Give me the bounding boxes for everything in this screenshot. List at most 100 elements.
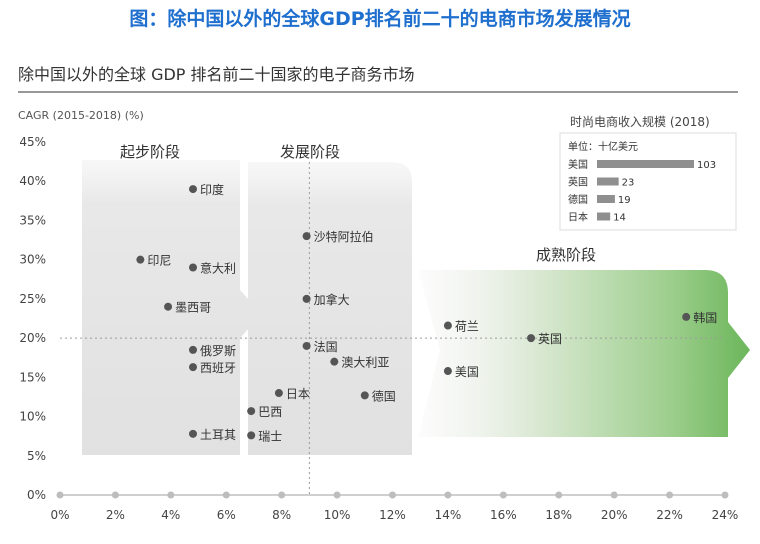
data-point: 美国 — [443, 365, 479, 379]
inset-bar-value: 23 — [622, 178, 635, 189]
y-tick-label: 35% — [19, 213, 46, 227]
data-point: 韩国 — [682, 310, 717, 325]
inset-bar-row: 德国 19 — [568, 193, 631, 206]
stage-label-mature: 成熟阶段 — [536, 246, 596, 264]
x-tick-label: 12% — [379, 508, 406, 522]
point-label: 美国 — [455, 365, 479, 379]
inset-bar-row: 美国 103 — [568, 158, 716, 171]
inset-unit: 单位：十亿美元 — [568, 140, 638, 153]
data-point: 意大利 — [189, 261, 236, 276]
stage-label-start: 起步阶段 — [120, 143, 180, 161]
point-marker — [302, 232, 311, 241]
point-marker — [189, 263, 197, 272]
point-marker — [330, 357, 339, 366]
y-tick-label: 45% — [19, 135, 46, 149]
data-point: 日本 — [274, 387, 310, 401]
data-point: 印度 — [189, 182, 224, 197]
data-point: 印尼 — [136, 254, 171, 268]
data-point: 西班牙 — [189, 361, 236, 375]
y-tick-label: 5% — [27, 449, 46, 463]
y-axis-label: CAGR (2015-2018) (%) — [18, 109, 144, 122]
x-tick-label: 8% — [272, 508, 291, 522]
inset-bar-value: 14 — [613, 213, 626, 224]
x-tick-mark — [499, 491, 507, 499]
data-point: 英国 — [527, 332, 562, 346]
inset-bar-label: 英国 — [568, 176, 588, 189]
y-tick-label: 15% — [19, 370, 46, 384]
inset-bar — [597, 195, 615, 203]
inset-bar-label: 日本 — [568, 211, 588, 224]
x-tick-label: 6% — [217, 508, 236, 522]
data-point: 德国 — [360, 388, 396, 403]
inset-title: 时尚电商收入规模 (2018) — [570, 114, 710, 129]
inset-bar-label: 德国 — [568, 193, 588, 206]
point-label: 意大利 — [200, 261, 236, 276]
x-tick-mark — [222, 491, 230, 499]
x-tick-label: 14% — [435, 508, 462, 522]
point-label: 土耳其 — [200, 428, 236, 442]
data-point: 俄罗斯 — [189, 344, 236, 358]
y-tick-label: 25% — [19, 292, 46, 306]
data-point: 荷兰 — [443, 320, 479, 334]
y-tick-label: 40% — [19, 174, 46, 188]
y-tick-label: 20% — [19, 331, 46, 345]
point-marker — [274, 389, 283, 398]
x-tick-label: 24% — [712, 508, 739, 522]
point-label: 德国 — [372, 388, 396, 403]
x-tick-label: 22% — [656, 508, 683, 522]
point-marker — [247, 407, 256, 416]
inset-bar — [597, 212, 611, 221]
point-marker — [189, 185, 197, 194]
point-label: 加拿大 — [314, 292, 350, 307]
point-marker — [189, 429, 197, 438]
point-marker — [136, 255, 145, 264]
x-tick-mark — [555, 491, 563, 499]
inset-bar-label: 美国 — [568, 158, 588, 171]
x-tick-mark — [111, 491, 119, 499]
x-tick-label: 18% — [545, 508, 572, 522]
data-point: 巴西 — [247, 405, 282, 419]
point-label: 俄罗斯 — [200, 344, 236, 358]
inset-bar — [597, 160, 694, 168]
point-label: 韩国 — [693, 310, 717, 325]
point-label: 日本 — [286, 387, 310, 401]
point-marker — [682, 312, 691, 321]
point-marker — [302, 294, 311, 303]
point-label: 英国 — [538, 332, 562, 346]
point-marker — [189, 345, 197, 354]
point-label: 沙特阿拉伯 — [314, 229, 374, 244]
x-tick-label: 0% — [50, 508, 69, 522]
x-tick-label: 2% — [106, 508, 125, 522]
point-marker — [164, 302, 173, 311]
y-tick-label: 0% — [27, 488, 46, 502]
point-label: 澳大利亚 — [341, 356, 389, 370]
point-marker — [247, 431, 256, 440]
inset-bar-value: 19 — [618, 195, 631, 206]
x-tick-mark — [278, 491, 286, 499]
x-tick-label: 4% — [161, 508, 180, 522]
inset-bar-row: 日本 14 — [568, 211, 626, 224]
point-label: 印度 — [200, 182, 224, 197]
x-tick-mark — [721, 491, 729, 499]
point-label: 西班牙 — [200, 361, 236, 375]
x-tick-label: 10% — [324, 508, 351, 522]
point-marker — [302, 341, 311, 350]
x-tick-mark — [610, 491, 618, 499]
stage-arrow-mature — [418, 270, 750, 437]
y-tick-label: 10% — [19, 410, 46, 424]
x-tick-mark — [167, 491, 175, 499]
point-label: 法国 — [314, 340, 338, 354]
x-tick-mark — [56, 491, 64, 499]
x-tick-label: 16% — [490, 508, 517, 522]
data-point: 加拿大 — [302, 292, 350, 307]
x-tick-mark — [666, 491, 674, 499]
x-tick-label: 20% — [601, 508, 628, 522]
point-label: 巴西 — [258, 405, 282, 419]
point-label: 印尼 — [147, 254, 171, 268]
x-tick-mark — [444, 491, 452, 499]
point-marker — [443, 321, 452, 330]
data-point: 土耳其 — [189, 428, 236, 442]
point-label: 墨西哥 — [175, 301, 211, 315]
data-point: 墨西哥 — [164, 301, 211, 315]
